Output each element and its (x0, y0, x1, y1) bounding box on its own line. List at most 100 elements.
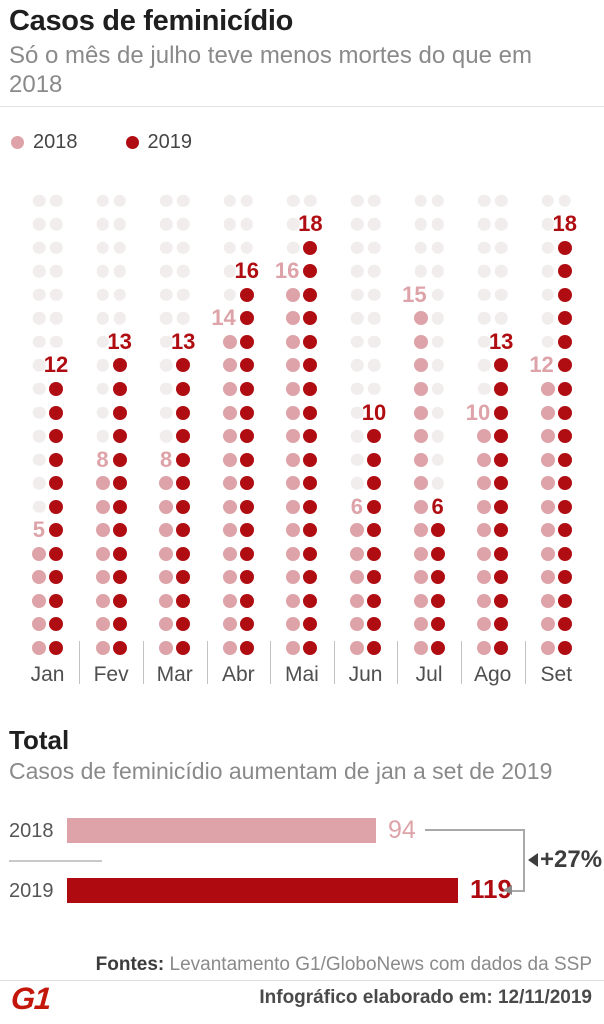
grid-dot (32, 453, 46, 466)
count-label-2018: 5 (32, 517, 45, 543)
count-label-2019: 13 (488, 328, 514, 354)
dot-2018 (540, 452, 555, 467)
dot-2019 (303, 546, 318, 561)
dot-2019 (494, 546, 509, 561)
month-divider (206, 641, 208, 684)
dot-2018 (540, 617, 555, 632)
dot-2018 (95, 641, 110, 655)
grid-dot (367, 335, 381, 349)
dot-2019 (239, 287, 254, 302)
grid-dot (541, 288, 555, 301)
dot-2019 (176, 381, 191, 396)
grid-dot (96, 264, 109, 278)
dot-2019 (239, 405, 254, 420)
dot-2019 (367, 593, 381, 608)
dot-2019 (557, 240, 572, 255)
dot-2018 (222, 570, 237, 585)
dot-2019 (367, 570, 381, 585)
count-label-2019: 18 (298, 211, 323, 237)
grid-dot (431, 335, 444, 349)
dot-2019 (494, 405, 509, 420)
dot-2018 (95, 546, 110, 561)
dot-2018 (95, 617, 110, 632)
grid-dot (541, 241, 555, 254)
dot-2018 (413, 381, 428, 396)
dot-2018 (477, 641, 492, 655)
grid-dot (96, 194, 109, 207)
dot-2019 (303, 264, 318, 279)
dot-2018 (540, 499, 555, 514)
grid-dot (431, 194, 444, 207)
grid-dot (49, 288, 63, 301)
dot-matrix-chart: 5 12 Jan 8 13 Fev 8 13 Mar 14 16 Abr 16 18 Mai 6 10 Jun 15… (31, 194, 578, 686)
dot-2019 (494, 452, 509, 467)
dot-2018 (413, 546, 428, 561)
grid-dot (350, 453, 364, 466)
count-label-2019: 18 (552, 211, 578, 237)
dot-2018 (286, 452, 301, 467)
count-label-2018: 16 (274, 258, 300, 284)
dot-2018 (159, 617, 174, 632)
dot-2019 (176, 405, 191, 420)
month-divider (333, 641, 335, 684)
dot-2019 (239, 641, 254, 655)
dot-2018 (477, 570, 492, 585)
dot-2019 (239, 381, 254, 396)
count-label-2018: 8 (159, 446, 173, 472)
footer-divider (0, 980, 604, 981)
grid-dot (304, 194, 317, 207)
dot-2018 (222, 405, 237, 420)
dot-2019 (494, 429, 509, 444)
dot-2019 (494, 593, 509, 608)
dot-2019 (112, 429, 127, 444)
grid-dot (32, 406, 46, 419)
grid-dot (541, 335, 555, 349)
grid-dot (176, 288, 190, 301)
dot-2019 (239, 499, 254, 514)
dot-2018 (413, 429, 428, 444)
count-label-2019: 13 (107, 328, 132, 354)
grid-dot (113, 241, 126, 254)
grid-dot (477, 312, 491, 325)
grid-dot (431, 288, 444, 301)
dot-2019 (49, 617, 63, 632)
header-divider (0, 106, 604, 107)
month-label: Set (540, 663, 573, 686)
grid-dot (176, 194, 190, 207)
dot-2018 (286, 381, 301, 396)
dot-2018 (159, 499, 174, 514)
dot-2019 (176, 617, 191, 632)
dot-2018 (32, 593, 46, 608)
dot-2019 (49, 523, 63, 538)
dot-2018 (413, 311, 428, 326)
dot-2018 (413, 593, 428, 608)
grid-dot (159, 429, 173, 443)
grid-dot (32, 264, 46, 278)
grid-dot (32, 429, 46, 443)
grid-dot (96, 335, 109, 349)
dot-2018 (286, 476, 301, 491)
dot-2018 (477, 617, 492, 632)
dot-2019 (112, 358, 127, 373)
grid-dot (477, 288, 491, 301)
dot-2018 (540, 381, 555, 396)
dot-2019 (367, 617, 381, 632)
grid-dot (176, 217, 190, 231)
grid-dot (159, 382, 173, 396)
dot-2018 (350, 523, 364, 538)
dot-2019 (303, 523, 318, 538)
dot-2019 (176, 358, 191, 373)
grid-dot (223, 288, 237, 301)
dot-2019 (303, 570, 318, 585)
grid-dot (223, 194, 237, 207)
grid-dot (159, 288, 173, 301)
dot-2018 (286, 334, 301, 349)
grid-dot (477, 194, 491, 207)
dot-2019 (239, 570, 254, 585)
dot-2019 (367, 429, 381, 444)
chart-legend: 2018 2019 (11, 131, 192, 154)
grid-dot (350, 241, 364, 254)
dot-2018 (159, 476, 174, 491)
dot-2019 (494, 358, 509, 373)
dot-2018 (540, 570, 555, 585)
